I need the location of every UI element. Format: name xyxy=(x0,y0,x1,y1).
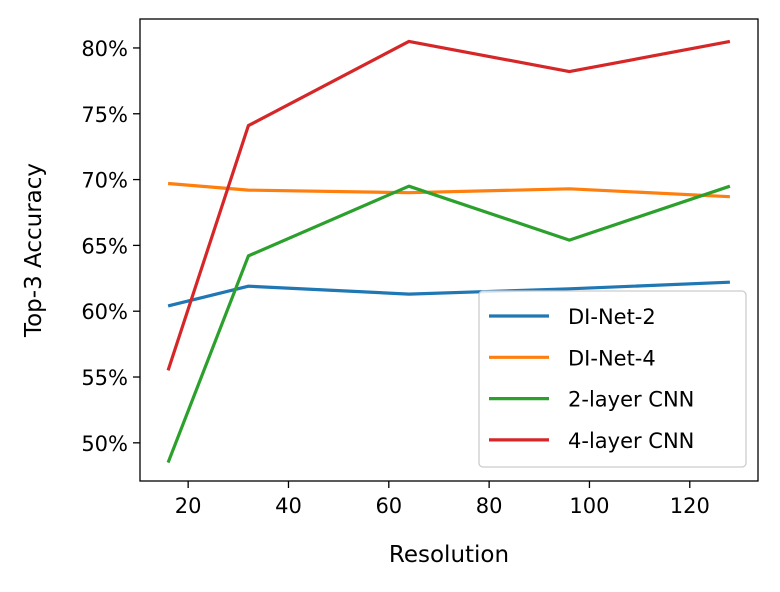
x-axis: 20 40 60 80 100 120 xyxy=(175,481,710,518)
plot-frame xyxy=(139,18,759,482)
y-tick-label: 60% xyxy=(81,300,128,324)
legend-label: DI-Net-4 xyxy=(568,346,656,370)
series-line-1 xyxy=(167,181,730,199)
series-line-0 xyxy=(167,280,730,308)
x-tick-label: 40 xyxy=(275,494,302,518)
legend-box xyxy=(478,290,747,468)
legend-label: 2-layer CNN xyxy=(568,388,694,412)
y-axis-label: Top-3 Accuracy xyxy=(21,163,47,338)
legend-label: 4-layer CNN xyxy=(568,429,694,453)
y-tick-label: 70% xyxy=(81,169,128,193)
y-tick-label: 50% xyxy=(81,432,128,456)
y-tick-label: 65% xyxy=(81,234,128,258)
y-tick-label: 80% xyxy=(81,37,128,61)
series-line-3 xyxy=(166,39,731,371)
y-tick-label: 55% xyxy=(81,366,128,390)
y-axis: 50% 55% 60% 65% 70% 75% 80% xyxy=(81,37,140,456)
legend-label: DI-Net-2 xyxy=(568,305,656,329)
y-tick-label: 75% xyxy=(81,103,128,127)
series-layer xyxy=(166,39,731,464)
x-axis-label: Resolution xyxy=(389,542,509,568)
x-tick-label: 120 xyxy=(670,494,710,518)
x-tick-label: 80 xyxy=(476,494,503,518)
x-tick-label: 60 xyxy=(375,494,402,518)
x-tick-label: 100 xyxy=(569,494,609,518)
x-tick-label: 20 xyxy=(175,494,202,518)
legend: DI-Net-2 DI-Net-4 2-layer CNN 4-layer CNN xyxy=(478,290,747,468)
series-line-2 xyxy=(166,184,731,464)
